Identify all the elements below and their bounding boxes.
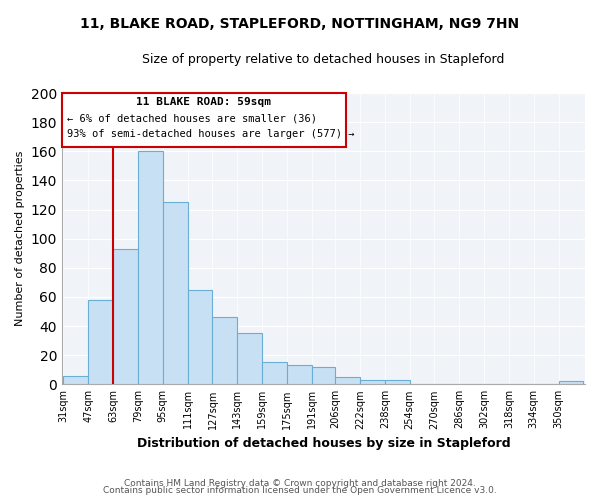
Bar — [238, 334, 262, 384]
Bar — [559, 382, 583, 384]
Bar — [287, 366, 312, 384]
Bar — [335, 377, 360, 384]
Text: 11, BLAKE ROAD, STAPLEFORD, NOTTINGHAM, NG9 7HN: 11, BLAKE ROAD, STAPLEFORD, NOTTINGHAM, … — [80, 18, 520, 32]
Text: 11 BLAKE ROAD: 59sqm: 11 BLAKE ROAD: 59sqm — [136, 98, 271, 108]
Bar — [212, 318, 238, 384]
Text: Contains HM Land Registry data © Crown copyright and database right 2024.: Contains HM Land Registry data © Crown c… — [124, 478, 476, 488]
Y-axis label: Number of detached properties: Number of detached properties — [15, 151, 25, 326]
Bar — [88, 300, 113, 384]
Text: 93% of semi-detached houses are larger (577) →: 93% of semi-detached houses are larger (… — [67, 130, 354, 140]
Bar — [113, 249, 138, 384]
Bar — [360, 380, 385, 384]
FancyBboxPatch shape — [62, 93, 346, 147]
Bar — [188, 290, 212, 384]
Bar — [64, 376, 88, 384]
Bar — [262, 362, 287, 384]
Text: Contains public sector information licensed under the Open Government Licence v3: Contains public sector information licen… — [103, 486, 497, 495]
Text: ← 6% of detached houses are smaller (36): ← 6% of detached houses are smaller (36) — [67, 114, 317, 124]
Bar — [138, 152, 163, 384]
Bar — [163, 202, 188, 384]
Bar — [385, 380, 410, 384]
Bar — [312, 367, 335, 384]
X-axis label: Distribution of detached houses by size in Stapleford: Distribution of detached houses by size … — [137, 437, 510, 450]
Title: Size of property relative to detached houses in Stapleford: Size of property relative to detached ho… — [142, 52, 505, 66]
